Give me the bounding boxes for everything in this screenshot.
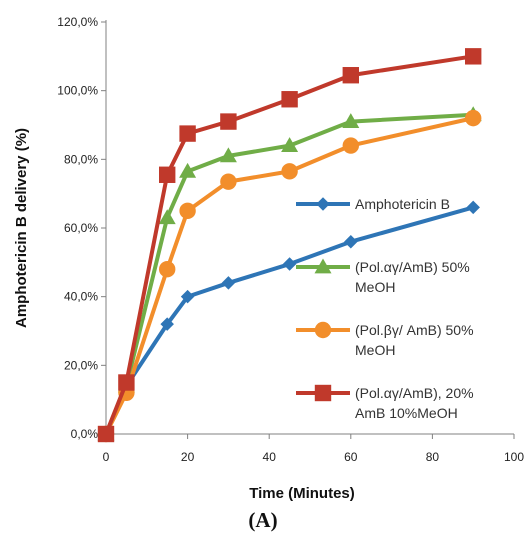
y-tick-label: 0,0% xyxy=(71,427,99,441)
data-point-series-2 xyxy=(179,162,197,178)
y-tick-label: 80,0% xyxy=(64,152,98,166)
data-point-series-4 xyxy=(179,125,196,142)
x-tick-label: 20 xyxy=(181,450,195,464)
data-point-series-2 xyxy=(219,147,237,163)
data-point-series-4 xyxy=(118,374,135,391)
y-axis-title: Amphotericin B delivery (%) xyxy=(13,128,30,328)
data-point-series-4 xyxy=(220,113,237,130)
legend-label: MeOH xyxy=(355,342,395,358)
data-point-series-4 xyxy=(281,91,298,108)
data-point-series-3 xyxy=(281,163,298,180)
data-point-series-2 xyxy=(342,113,360,128)
legend-label: (Pol.αγ/AmB), 20% xyxy=(355,385,474,401)
data-point-series-4 xyxy=(342,67,359,84)
data-point-series-3 xyxy=(342,137,359,154)
y-tick-label: 40,0% xyxy=(64,290,98,304)
x-tick-label: 60 xyxy=(344,450,358,464)
data-point-series-4 xyxy=(465,48,482,65)
panel-label: (A) xyxy=(248,508,277,532)
data-point-series-1 xyxy=(282,257,297,271)
x-tick-label: 100 xyxy=(504,450,524,464)
series-line-3 xyxy=(104,116,474,435)
data-point-series-2 xyxy=(281,137,299,152)
legend-marker-1 xyxy=(316,197,330,211)
legend-label: Amphotericin B xyxy=(355,196,450,212)
data-point-series-3 xyxy=(179,202,196,220)
legend-label: (Pol.αγ/AmB) 50% xyxy=(355,259,470,275)
y-tick-label: 60,0% xyxy=(64,221,98,235)
legend-label: AmB 10%MeOH xyxy=(355,405,458,421)
series-line-4 xyxy=(104,54,474,435)
data-point-series-1 xyxy=(466,200,480,215)
y-tick-label: 120,0% xyxy=(57,15,98,29)
y-tick-label: 20,0% xyxy=(64,358,98,372)
data-point-series-1 xyxy=(180,289,195,304)
data-point-series-1 xyxy=(221,276,236,290)
data-point-series-3 xyxy=(465,109,482,127)
legend-label: MeOH xyxy=(355,279,395,295)
data-point-series-1 xyxy=(344,234,358,249)
data-point-series-3 xyxy=(220,173,237,190)
legend-marker-3 xyxy=(314,321,332,339)
data-point-series-1 xyxy=(160,317,174,331)
data-point-series-2 xyxy=(158,209,176,225)
y-tick-label: 100,0% xyxy=(57,84,98,98)
data-point-series-4 xyxy=(97,425,115,443)
legend-marker-4 xyxy=(314,384,332,402)
x-tick-label: 40 xyxy=(263,450,277,464)
legend-label: (Pol.βγ/ AmB) 50% xyxy=(355,322,474,338)
legend-marker-2 xyxy=(314,258,332,274)
x-tick-label: 0 xyxy=(103,450,110,464)
x-axis-title: Time (Minutes) xyxy=(249,485,355,502)
x-tick-label: 80 xyxy=(426,450,440,464)
data-point-series-3 xyxy=(159,261,176,278)
data-point-series-4 xyxy=(159,166,176,183)
